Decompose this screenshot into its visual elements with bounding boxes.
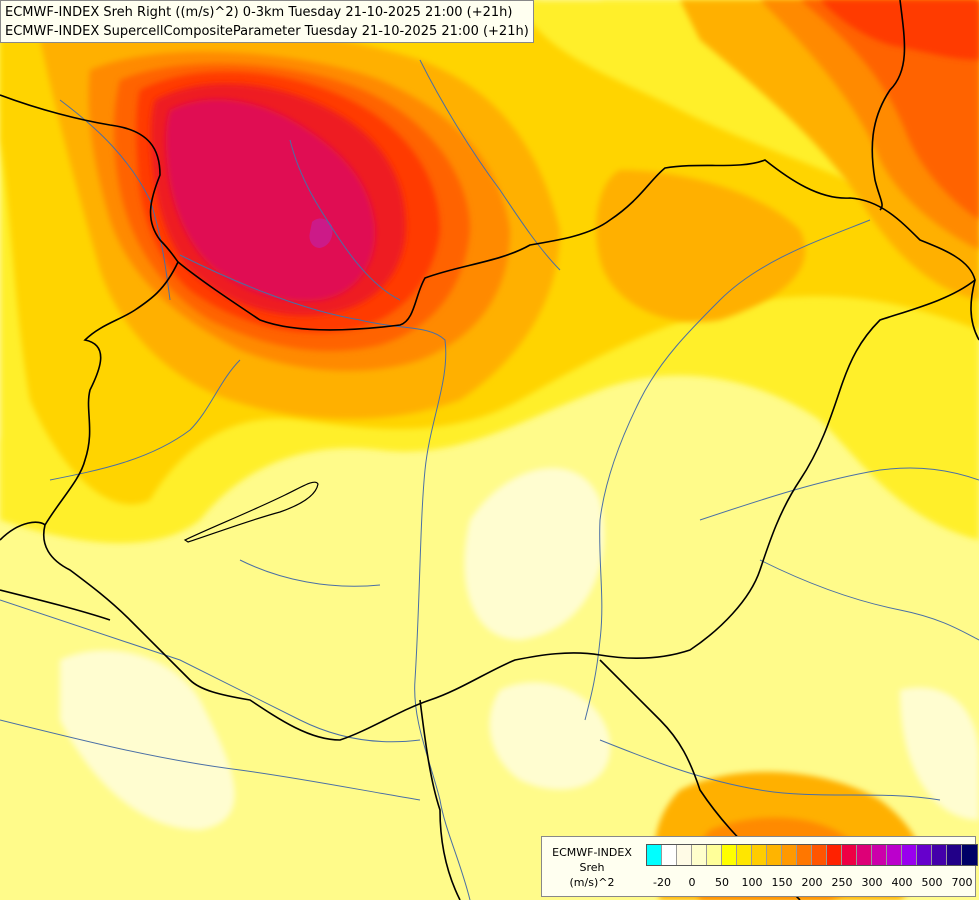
lake-balaton [183, 481, 319, 543]
river-west2 [239, 559, 381, 587]
border-northeast [871, 0, 906, 211]
title-line-2: ECMWF-INDEX SupercellCompositeParameter … [5, 24, 529, 39]
legend-tick-label: -20 [653, 876, 671, 889]
river-raba [49, 359, 241, 481]
legend-swatch [827, 845, 842, 865]
legend-tick-label: 250 [831, 876, 853, 889]
field-red-orange-ne [820, 0, 979, 60]
legend-tick-label: 100 [741, 876, 763, 889]
title-box: ECMWF-INDEX Sreh Right ((m/s)^2) 0-3km T… [0, 0, 534, 43]
legend-swatch [887, 845, 902, 865]
legend-swatch [932, 845, 947, 865]
legend-source: ECMWF-INDEX [552, 846, 632, 859]
legend-tick-label: 400 [891, 876, 913, 889]
legend-swatch [812, 845, 827, 865]
legend-swatch [737, 845, 752, 865]
border-east [970, 279, 979, 341]
field-pale-east [900, 687, 979, 820]
border-south-a [419, 699, 461, 900]
legend-tick-label: 0 [688, 876, 696, 889]
legend-swatch [692, 845, 707, 865]
legend-swatch [947, 845, 962, 865]
field-magenta [309, 218, 333, 248]
rivers [0, 59, 979, 900]
legend-tick-label: 50 [715, 876, 729, 889]
legend-swatches [646, 844, 978, 866]
river-east2 [759, 559, 979, 641]
river-tisza [584, 219, 871, 721]
field-orange-dark-ne [800, 0, 979, 220]
legend-swatch [662, 845, 677, 865]
legend-unit: (m/s)^2 [569, 876, 615, 889]
river-west [59, 99, 171, 301]
legend-variable: Sreh [579, 861, 605, 874]
legend-swatch [872, 845, 887, 865]
field-orange-light-east [596, 170, 806, 322]
border-southwest [0, 589, 111, 621]
color-legend: ECMWF-INDEX Sreh (m/s)^2 -20 0 50 100 150 200… [541, 836, 978, 897]
legend-swatch [752, 845, 767, 865]
legend-swatch [782, 845, 797, 865]
legend-tick-label: 150 [771, 876, 793, 889]
river-south [599, 739, 941, 801]
river-sava [0, 719, 421, 801]
legend-swatch [767, 845, 782, 865]
border-north [0, 94, 179, 263]
legend-swatch [797, 845, 812, 865]
legend-tick-label: 300 [861, 876, 883, 889]
legend-tick-label: 700 [951, 876, 973, 889]
field-pale-southwest [60, 650, 235, 830]
legend-swatch [917, 845, 932, 865]
legend-swatch [962, 845, 977, 865]
legend-swatch [842, 845, 857, 865]
legend-tick-label: 500 [921, 876, 943, 889]
river-north [289, 139, 401, 301]
river-east [699, 467, 979, 521]
legend-swatch [647, 845, 662, 865]
border-hungary [43, 159, 976, 741]
field-pale-center [464, 467, 605, 640]
legend-swatch [857, 845, 872, 865]
river-north2 [419, 59, 561, 271]
title-line-1: ECMWF-INDEX Sreh Right ((m/s)^2) 0-3km T… [5, 5, 513, 20]
field-crimson [165, 99, 376, 301]
field-pale-south [489, 682, 611, 790]
river-danube [179, 254, 471, 900]
river-drava [0, 599, 421, 743]
border-west [0, 521, 46, 541]
legend-swatch [677, 845, 692, 865]
legend-swatch [902, 845, 917, 865]
legend-swatch [722, 845, 737, 865]
legend-swatch [707, 845, 722, 865]
legend-tick-label: 200 [801, 876, 823, 889]
